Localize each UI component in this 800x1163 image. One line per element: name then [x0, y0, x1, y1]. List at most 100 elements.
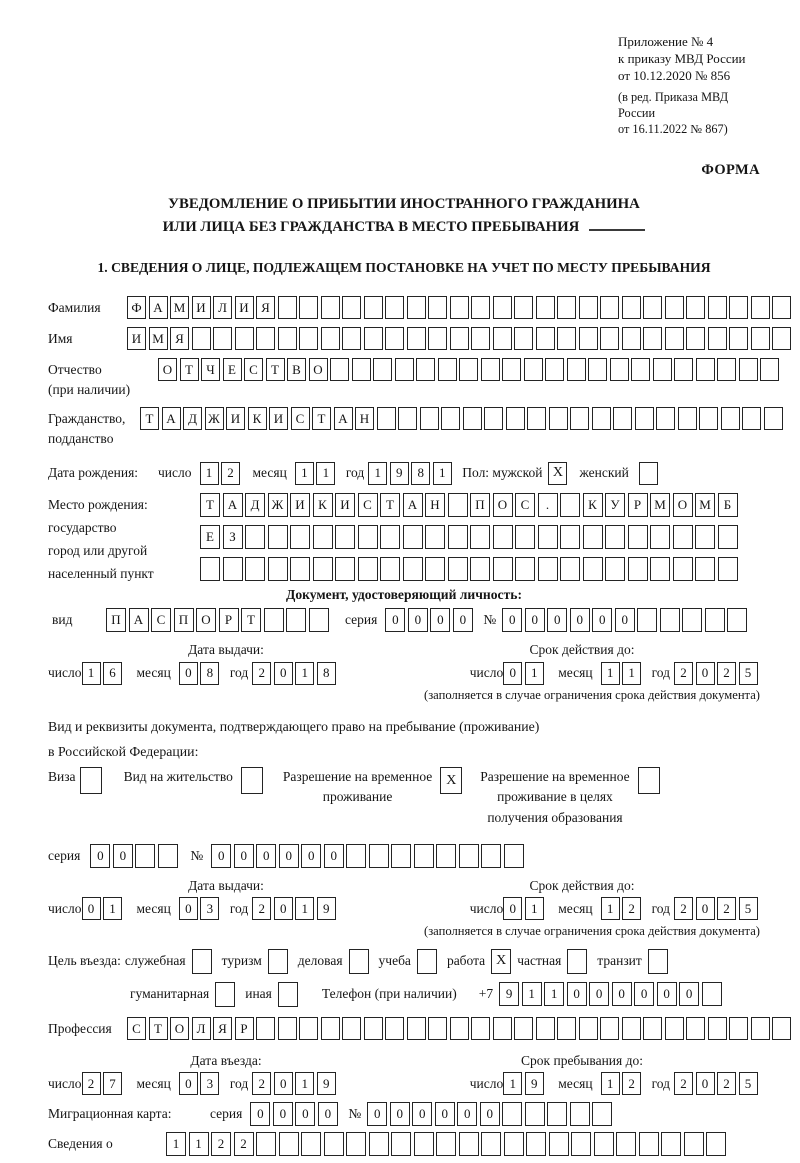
- form-cell[interactable]: 1: [622, 661, 642, 685]
- form-cell[interactable]: [428, 1017, 447, 1041]
- form-cell[interactable]: [560, 493, 580, 518]
- form-cell[interactable]: 2: [717, 661, 736, 685]
- form-cell[interactable]: [750, 296, 770, 320]
- form-cell[interactable]: [760, 358, 779, 382]
- form-cell[interactable]: И: [269, 407, 288, 431]
- form-cell[interactable]: 0: [385, 608, 406, 633]
- form-cell[interactable]: 2: [211, 1131, 231, 1156]
- form-cell[interactable]: 2: [717, 897, 736, 921]
- form-cell[interactable]: [717, 525, 738, 550]
- form-cell[interactable]: [643, 296, 662, 320]
- form-cell[interactable]: 0: [503, 661, 523, 685]
- form-cell[interactable]: 2: [252, 897, 272, 921]
- form-cell[interactable]: [436, 1131, 456, 1156]
- form-cell[interactable]: [557, 296, 576, 320]
- form-cell[interactable]: [621, 296, 641, 320]
- form-cell[interactable]: [245, 525, 265, 550]
- form-cell[interactable]: [290, 557, 310, 582]
- form-cell[interactable]: [537, 557, 558, 582]
- form-cell[interactable]: 1: [600, 661, 620, 685]
- form-cell[interactable]: [729, 296, 748, 320]
- form-cell[interactable]: [557, 1017, 576, 1041]
- form-cell[interactable]: [449, 327, 469, 351]
- form-cell[interactable]: 0: [250, 1101, 271, 1126]
- form-cell[interactable]: [677, 407, 697, 431]
- form-cell[interactable]: Т: [148, 1017, 168, 1041]
- form-cell[interactable]: 1: [316, 461, 336, 485]
- form-cell[interactable]: [772, 296, 791, 320]
- form-cell[interactable]: [447, 525, 468, 550]
- form-cell[interactable]: 9: [316, 897, 336, 921]
- form-cell[interactable]: 0: [273, 1072, 293, 1096]
- form-cell[interactable]: 2: [622, 1072, 642, 1096]
- form-cell[interactable]: Ж: [204, 407, 224, 431]
- form-cell[interactable]: [750, 327, 770, 351]
- form-cell[interactable]: [566, 358, 586, 382]
- form-cell[interactable]: И: [191, 296, 211, 320]
- form-cell[interactable]: [413, 1131, 434, 1156]
- form-cell[interactable]: [357, 557, 378, 582]
- form-cell[interactable]: [256, 327, 275, 351]
- form-cell[interactable]: П: [470, 493, 490, 518]
- form-cell[interactable]: [357, 525, 378, 550]
- form-cell[interactable]: [308, 608, 329, 633]
- form-cell[interactable]: [335, 557, 355, 582]
- form-cell[interactable]: [447, 557, 468, 582]
- form-cell[interactable]: [368, 1131, 389, 1156]
- form-cell[interactable]: 0: [178, 897, 198, 921]
- form-cell[interactable]: [560, 557, 580, 582]
- form-cell[interactable]: 0: [90, 843, 111, 868]
- form-cell[interactable]: [402, 525, 423, 550]
- form-cell[interactable]: К: [582, 493, 603, 518]
- form-cell[interactable]: 0: [367, 1101, 388, 1126]
- form-cell[interactable]: [738, 358, 758, 382]
- form-cell[interactable]: [299, 296, 318, 320]
- form-cell[interactable]: 1: [294, 461, 314, 485]
- form-cell[interactable]: [406, 327, 426, 351]
- form-cell[interactable]: Я: [256, 296, 275, 320]
- form-cell[interactable]: [772, 327, 791, 351]
- form-cell[interactable]: Д: [245, 493, 265, 518]
- form-cell[interactable]: 5: [738, 661, 758, 685]
- form-cell[interactable]: [213, 327, 232, 351]
- form-cell[interactable]: [613, 407, 632, 431]
- form-cell[interactable]: [591, 407, 611, 431]
- form-cell[interactable]: [727, 608, 748, 633]
- form-cell[interactable]: [503, 843, 524, 868]
- form-cell[interactable]: [634, 407, 654, 431]
- form-cell[interactable]: Н: [425, 493, 445, 518]
- form-cell[interactable]: [701, 982, 722, 1007]
- form-cell[interactable]: [406, 296, 426, 320]
- form-cell[interactable]: С: [244, 358, 263, 382]
- form-cell[interactable]: [462, 407, 482, 431]
- form-cell[interactable]: [578, 296, 598, 320]
- form-cell[interactable]: [650, 557, 670, 582]
- form-cell[interactable]: Б: [717, 493, 738, 518]
- form-cell[interactable]: О: [196, 608, 216, 633]
- form-cell[interactable]: [683, 1131, 704, 1156]
- form-cell[interactable]: [570, 407, 589, 431]
- form-cell[interactable]: [600, 327, 619, 351]
- form-cell[interactable]: М: [695, 493, 715, 518]
- form-cell[interactable]: [637, 608, 658, 633]
- form-cell[interactable]: [299, 1017, 318, 1041]
- form-cell[interactable]: [582, 557, 603, 582]
- form-cell[interactable]: [515, 525, 535, 550]
- form-cell[interactable]: [320, 327, 340, 351]
- form-cell[interactable]: [650, 525, 670, 550]
- form-cell[interactable]: 0: [389, 1101, 410, 1126]
- form-cell[interactable]: [627, 557, 648, 582]
- form-cell[interactable]: 0: [273, 897, 293, 921]
- form-cell[interactable]: Р: [234, 1017, 254, 1041]
- form-cell[interactable]: 0: [233, 843, 254, 868]
- form-cell[interactable]: 5: [738, 1072, 758, 1096]
- form-cell[interactable]: [290, 525, 310, 550]
- form-cell[interactable]: А: [161, 407, 181, 431]
